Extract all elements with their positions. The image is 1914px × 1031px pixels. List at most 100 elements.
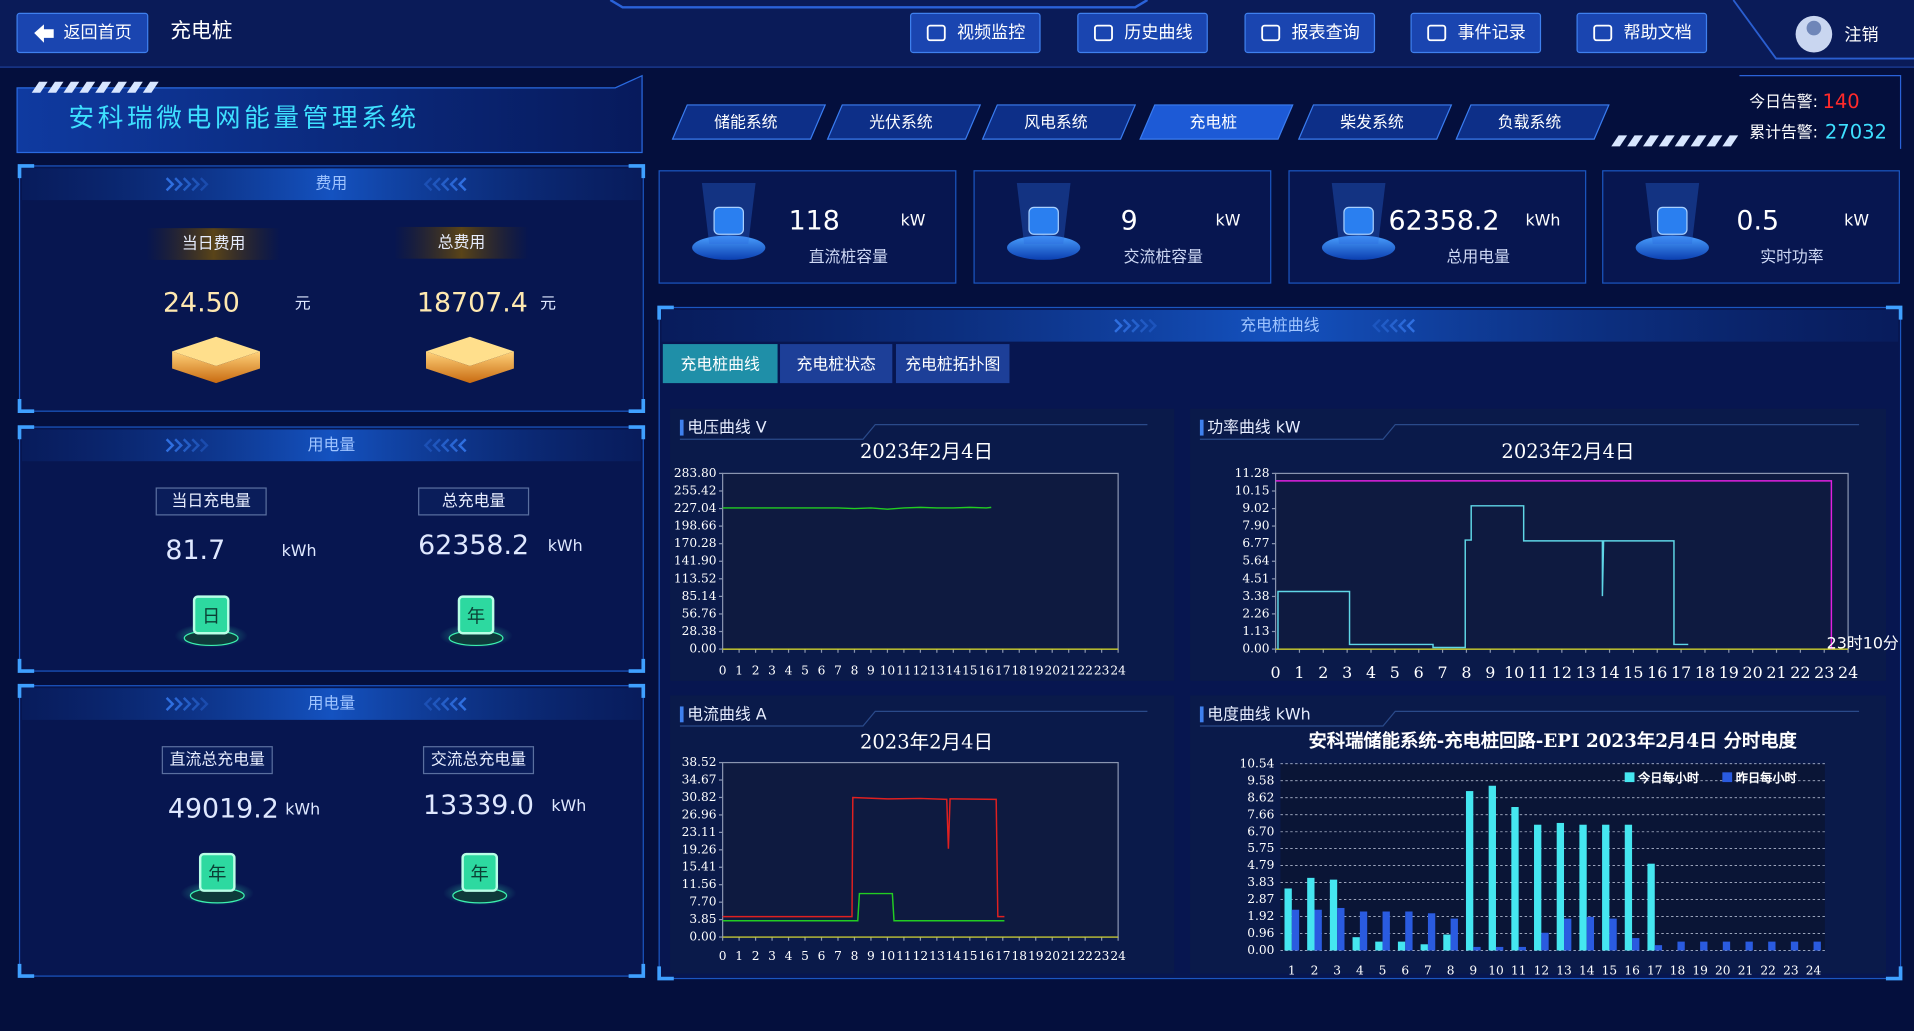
bar [1654, 945, 1663, 951]
chart-panel-rule [679, 710, 1148, 727]
calendar-icon [457, 595, 495, 635]
back-button[interactable] [16, 12, 149, 54]
user-frame [1732, 0, 1914, 60]
nav-button[interactable] [1410, 12, 1542, 54]
system-tab-label: 光伏系统 [869, 113, 933, 132]
x-tick-label: 3 [768, 949, 776, 963]
x-tick-label: 11 [896, 664, 912, 678]
chart-panel-marker [1199, 706, 1204, 723]
nav-button[interactable] [910, 12, 1041, 54]
chart-panel-marker [679, 706, 684, 723]
system-tab[interactable] [1139, 104, 1294, 140]
chart-title: 2023年2月4日 [860, 731, 993, 754]
panel-frame [18, 685, 644, 977]
panel-corner [628, 398, 646, 414]
kpi-value: 62358.2 [1389, 206, 1500, 237]
x-tick-label: 17 [1647, 964, 1663, 978]
system-tab[interactable] [826, 104, 982, 140]
system-tab[interactable] [1455, 104, 1610, 140]
panel-corner [17, 683, 35, 698]
chevron [423, 177, 433, 192]
legend-swatch [1624, 772, 1635, 783]
logout[interactable]: 注销 [1844, 25, 1878, 45]
x-tick-label: 18 [1011, 664, 1027, 678]
system-tab[interactable] [671, 104, 827, 140]
alarm-label: 累计告警: [1749, 122, 1818, 141]
curve-tab[interactable] [895, 344, 1010, 384]
panel-title: 费用 [316, 174, 348, 193]
chevron [165, 697, 175, 711]
panel-corner [17, 398, 35, 414]
kpi-card [1602, 170, 1900, 284]
bar [1602, 824, 1610, 951]
panel-corner [1885, 966, 1903, 981]
x-tick-label: 19 [1719, 663, 1739, 682]
label-bg [146, 228, 281, 260]
x-tick-label: 2 [752, 664, 760, 678]
kpi-icon [1657, 206, 1688, 235]
kpi-unit: kW [1844, 210, 1869, 229]
bar [1488, 785, 1496, 951]
chevron [423, 697, 433, 711]
series-line [1275, 480, 1833, 650]
item-label: 总充电量 [442, 491, 506, 510]
bar [1473, 946, 1481, 951]
curve-tab-label: 充电桩曲线 [681, 354, 760, 373]
nav-icon [1427, 24, 1447, 42]
header-stripe [1722, 135, 1739, 147]
header-stripe [1643, 135, 1659, 147]
y-tick-label: 0.00 [1247, 943, 1274, 957]
x-tick-label: 6 [818, 664, 826, 678]
nav-button[interactable] [1244, 12, 1376, 54]
chevron [182, 697, 192, 711]
item-unit: kWh [548, 536, 583, 555]
chart-panel-title: 功率曲线 kW [1207, 418, 1301, 437]
chart-panel-title: 电度曲线 kWh [1207, 704, 1310, 723]
calendar-icon-label: 日 [202, 606, 220, 627]
x-tick-label: 9 [867, 664, 875, 678]
x-tick-label: 4 [1366, 663, 1376, 682]
chevron [457, 697, 467, 711]
system-tab[interactable] [1297, 104, 1453, 140]
bar [1352, 937, 1360, 951]
item-label: 总费用 [438, 232, 486, 251]
x-tick-label: 5 [801, 664, 809, 678]
header-stripe [1611, 135, 1628, 147]
curve-tab[interactable] [662, 344, 778, 384]
curve-tab[interactable] [780, 344, 893, 384]
x-tick-label: 9 [1485, 663, 1495, 682]
calendar-icon-label: 年 [467, 606, 485, 627]
chevron [440, 177, 450, 192]
panel-corner [657, 966, 674, 981]
system-tab-label: 风电系统 [1024, 113, 1088, 132]
x-tick-label: 3 [1333, 964, 1341, 978]
system-tab-label: 充电桩 [1190, 113, 1238, 132]
kpi-unit: kW [1216, 210, 1241, 229]
chevron [449, 697, 459, 711]
page-name: 充电桩 [170, 19, 232, 43]
nav-button[interactable] [1077, 12, 1208, 54]
x-tick-label: 15 [962, 949, 978, 963]
bar [1382, 911, 1390, 951]
system-tab[interactable] [981, 104, 1137, 140]
x-tick-label: 12 [1534, 964, 1550, 978]
x-tick-label: 1 [735, 949, 743, 963]
item-value: 13339.0 [423, 790, 534, 821]
x-tick-label: 7 [1424, 964, 1432, 978]
x-tick-label: 19 [1692, 964, 1708, 978]
kpi-icon [1028, 206, 1059, 235]
x-tick-label: 3 [768, 664, 776, 678]
x-tick-label: 4 [785, 949, 793, 963]
chart-title: 2023年2月4日 [1501, 440, 1634, 463]
banner-stripe [126, 81, 143, 93]
x-tick-label: 14 [1579, 964, 1595, 978]
x-tick-label: 23 [1094, 949, 1110, 963]
nav-button[interactable] [1576, 12, 1708, 54]
x-tick-label: 17 [1671, 663, 1691, 682]
y-tick-label: 2.26 [1242, 606, 1269, 620]
panel-corner [17, 963, 35, 978]
x-tick-label: 21 [1061, 664, 1077, 678]
chevron [432, 438, 441, 453]
top-notch [609, 0, 1149, 9]
